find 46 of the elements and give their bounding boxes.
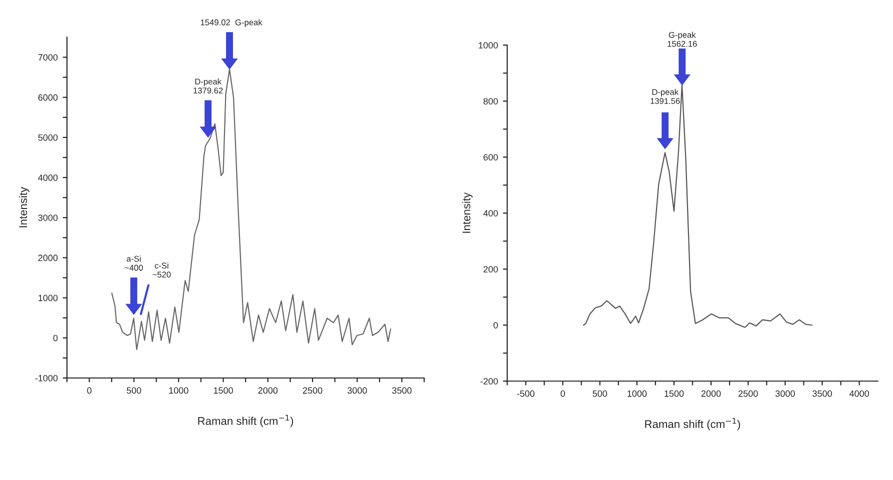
y-tick-label: 600: [484, 154, 498, 160]
x-tick-label: 500: [592, 390, 608, 397]
x-tick-label: 2000: [701, 390, 721, 397]
annotation: D-peak 1379.62: [194, 78, 223, 94]
x-tick-label: 1000: [169, 387, 188, 394]
annotation: a-Si ~400: [124, 256, 143, 271]
y-tick-label: 1000: [478, 42, 498, 48]
text: 1549.02 G-peak: [200, 19, 262, 27]
annotation: D-peak 1391.56: [650, 88, 680, 104]
y-tick-label: 5000: [38, 134, 58, 141]
x-tick-label: 3500: [392, 387, 412, 394]
x-tick-label: -500: [517, 390, 534, 397]
x-tick-label: 500: [126, 387, 142, 394]
y-tick-label: 800: [484, 98, 498, 104]
y-tick-label: 3000: [38, 214, 58, 221]
y-tick-label: 200: [484, 266, 498, 272]
x-tick-label: 2000: [258, 387, 278, 394]
x-tick-label: 3000: [348, 387, 367, 394]
line-series: [583, 84, 813, 328]
y-tick-label: -1000: [35, 374, 58, 382]
annotation: G-peak 1562.16: [668, 32, 697, 47]
y-tick-label: -200: [480, 378, 498, 384]
y-tick-label: 4000: [38, 174, 58, 181]
x-tick-label: 2500: [738, 390, 758, 397]
x-tick-label: 1000: [628, 390, 647, 397]
y-tick-label: 400: [483, 210, 498, 216]
x-tick-label: 4000: [849, 390, 869, 397]
x-axis-title: Raman shift (cm$^{−1}$): [198, 414, 294, 428]
x-tick-label: 3500: [812, 390, 832, 397]
x-tick-label: 0: [560, 390, 565, 397]
x-tick-label: 1500: [664, 390, 684, 397]
y-tick-label: 7000: [38, 54, 58, 61]
y-tick-label: 0: [494, 322, 498, 328]
y-axis-title: Intensity: [18, 186, 30, 228]
y-tick-label: 1000: [38, 294, 58, 302]
x-tick-label: 1500: [214, 387, 233, 394]
x-tick-label: 0: [87, 387, 92, 394]
y-tick-label: 6000: [38, 94, 58, 101]
x-axis-title: Raman shift (cm$^{−1}$): [645, 418, 740, 430]
x-tick-label: 2500: [302, 387, 322, 394]
y-tick-label: 0: [53, 334, 58, 342]
line-series: [111, 68, 392, 350]
y-tick-label: 2000: [38, 254, 58, 262]
y-axis-title: Intensity: [462, 192, 473, 233]
x-tick-label: 3000: [775, 390, 795, 397]
annotation: c-Si ~520: [152, 262, 171, 278]
